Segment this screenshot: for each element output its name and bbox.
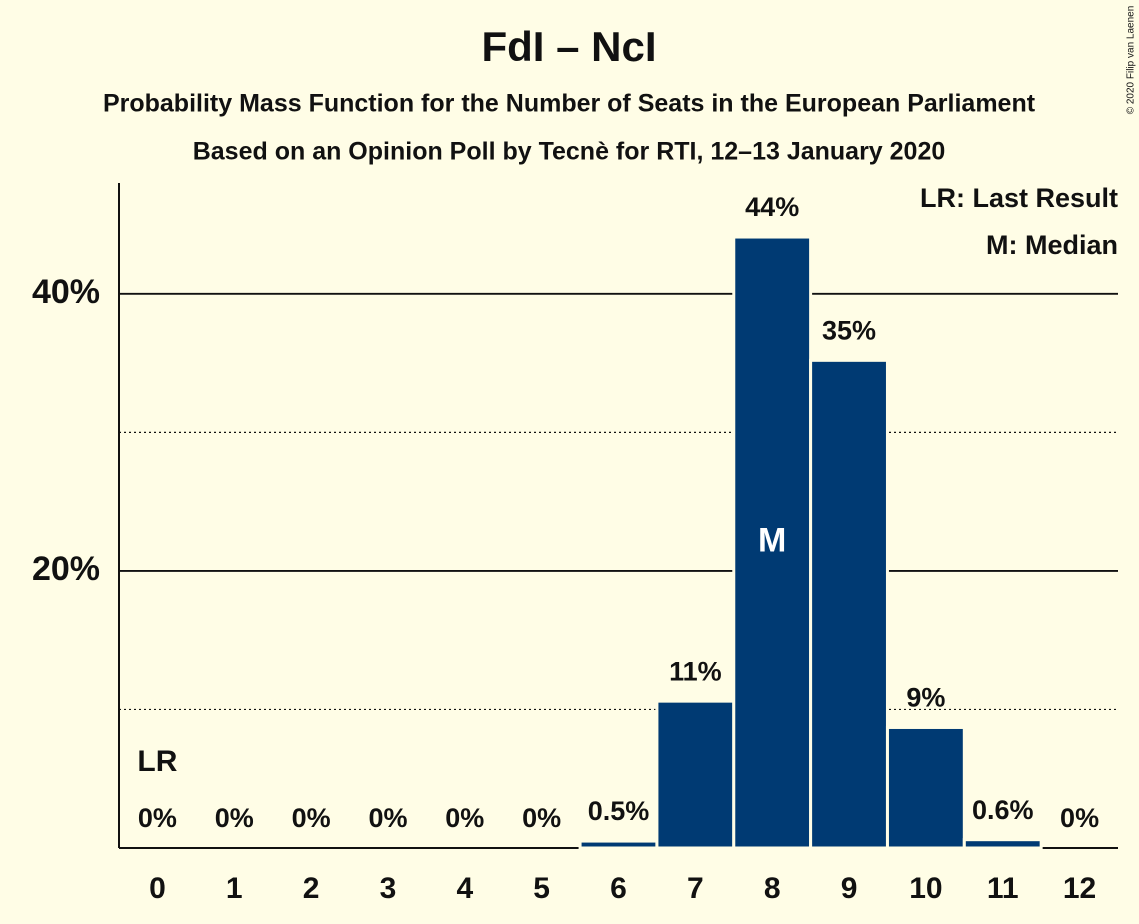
credit: © 2020 Filip van Laenen xyxy=(1126,6,1137,115)
chart-title: FdI – NcI xyxy=(481,23,656,70)
chart-subtitle: Probability Mass Function for the Number… xyxy=(103,90,1036,118)
legend-entry: M: Median xyxy=(986,230,1118,260)
value-label: 11% xyxy=(669,656,722,686)
y-tick-label: 20% xyxy=(32,550,100,588)
bar xyxy=(655,699,736,850)
x-tick-label: 5 xyxy=(533,872,550,905)
bar xyxy=(578,839,659,850)
x-tick-label: 4 xyxy=(456,872,473,905)
y-tick-label: 40% xyxy=(32,273,100,311)
x-tick-label: 6 xyxy=(610,872,627,905)
value-label: 0% xyxy=(445,803,484,833)
x-tick-label: 8 xyxy=(764,872,781,905)
value-label: 0% xyxy=(1060,803,1099,833)
median-label: M xyxy=(758,522,786,560)
chart-subtitle: Based on an Opinion Poll by Tecnè for RT… xyxy=(193,138,946,166)
x-tick-label: 11 xyxy=(987,872,1019,905)
x-tick-label: 3 xyxy=(380,872,397,905)
value-label: 0.6% xyxy=(972,795,1034,825)
value-label: 0% xyxy=(215,803,254,833)
bar xyxy=(962,838,1043,850)
x-tick-label: 0 xyxy=(149,872,166,905)
x-tick-label: 1 xyxy=(226,872,243,905)
value-label: 9% xyxy=(906,683,945,713)
value-label: 0% xyxy=(138,803,177,833)
x-tick-label: 10 xyxy=(909,872,942,905)
x-tick-label: 9 xyxy=(841,872,858,905)
value-label: 0% xyxy=(368,803,407,833)
x-tick-label: 12 xyxy=(1063,872,1096,905)
value-label: 35% xyxy=(822,315,876,345)
value-label: 0% xyxy=(292,803,331,833)
bar xyxy=(809,358,889,850)
x-tick-label: 2 xyxy=(303,872,320,905)
x-tick-label: 7 xyxy=(687,872,704,905)
value-label: 44% xyxy=(745,192,799,222)
bar xyxy=(885,725,966,850)
last-result-label: LR xyxy=(137,745,177,778)
value-label: 0% xyxy=(522,803,561,833)
legend-entry: LR: Last Result xyxy=(920,183,1118,213)
value-label: 0.5% xyxy=(588,796,650,826)
